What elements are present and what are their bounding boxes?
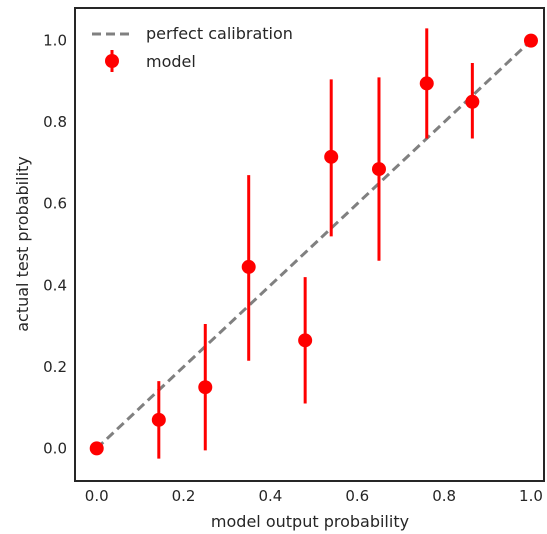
model-point [324, 149, 339, 164]
x-axis-ticks: 0.0 0.2 0.4 0.6 0.8 1.0 [85, 487, 543, 505]
model-point [465, 94, 480, 109]
x-axis-label: model output probability [211, 512, 409, 531]
y-tick-label: 0.6 [43, 195, 67, 213]
series-layer [89, 28, 538, 459]
x-tick-label: 0.2 [172, 487, 196, 505]
y-tick-label: 0.0 [43, 439, 67, 457]
x-tick-label: 0.8 [432, 487, 456, 505]
model-point [523, 33, 538, 48]
model-point [151, 412, 166, 427]
y-tick-label: 0.4 [43, 276, 67, 294]
legend: perfect calibration model [92, 24, 293, 72]
legend-label-model: model [146, 52, 196, 71]
y-axis-label: actual test probability [13, 156, 32, 332]
perfect-calibration-line [95, 39, 532, 450]
legend-label-perfect-calibration: perfect calibration [146, 24, 293, 43]
y-tick-label: 0.2 [43, 358, 67, 376]
model-point [371, 162, 386, 177]
x-tick-label: 0.0 [85, 487, 109, 505]
model-point [298, 333, 313, 348]
model-point [198, 380, 213, 395]
legend-marker-model [105, 54, 119, 68]
x-tick-label: 1.0 [519, 487, 543, 505]
plot-area [74, 7, 545, 482]
y-tick-label: 1.0 [43, 32, 67, 50]
x-tick-label: 0.6 [345, 487, 369, 505]
x-tick-label: 0.4 [258, 487, 282, 505]
model-point [241, 259, 256, 274]
model-point [419, 76, 434, 91]
model-point [89, 441, 104, 456]
y-axis-ticks: 0.0 0.2 0.4 0.6 0.8 1.0 [43, 32, 67, 458]
y-tick-label: 0.8 [43, 113, 67, 131]
